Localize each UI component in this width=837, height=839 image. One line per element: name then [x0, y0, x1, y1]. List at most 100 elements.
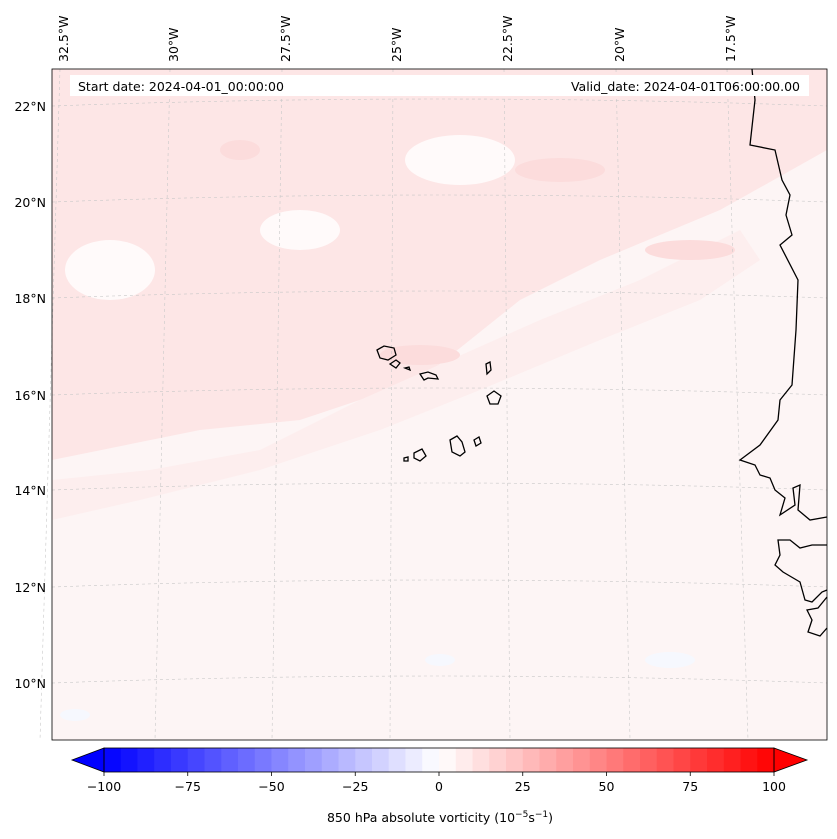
- colorbar-cell: [321, 748, 339, 772]
- map-panel: Start date: 2024-04-01_00:00:00 Valid_da…: [39, 68, 828, 741]
- gridlines: [39, 68, 828, 741]
- colorbar-cell: [221, 748, 239, 772]
- colorbar-extend-min: [70, 747, 105, 773]
- colorbar: −100 −75 −50 −25 0 25 50 75 100 850 hPa absolute…: [70, 747, 809, 825]
- latitude-labels: 22°N 20°N 18°N 16°N 14°N 12°N 10°N: [14, 99, 46, 691]
- colorbar-cell: [455, 748, 473, 772]
- colorbar-cell: [623, 748, 641, 772]
- colorbar-cell: [673, 748, 691, 772]
- weak-positive-patch: [220, 140, 260, 160]
- meridian-gridline: [271, 68, 283, 741]
- lat-label: 12°N: [14, 580, 46, 595]
- meridian-gridline: [615, 68, 631, 741]
- lat-label: 22°N: [14, 99, 46, 114]
- colorbar-cell: [757, 748, 775, 772]
- parallel-gridline: [51, 579, 828, 588]
- colorbar-cell: [120, 748, 138, 772]
- lon-label: 20°W: [612, 27, 627, 62]
- cape-verde-maio: [473, 436, 482, 447]
- parallel-gridline: [51, 290, 828, 299]
- map-frame: [51, 68, 828, 741]
- colorbar-cell: [405, 748, 423, 772]
- colorbar-cell: [506, 748, 524, 772]
- lon-label: 32.5°W: [56, 16, 71, 62]
- lon-label: 25°W: [389, 27, 404, 62]
- colorbar-cell: [238, 748, 256, 772]
- colorbar-cell: [589, 748, 607, 772]
- colorbar-label: 850 hPa absolute vorticity (10−5s−1): [327, 810, 553, 825]
- colorbar-cell: [640, 748, 658, 772]
- meridian-gridline: [726, 68, 749, 741]
- colorbar-cell: [154, 748, 172, 772]
- colorbar-cells: [104, 748, 775, 772]
- colorbar-label-exponent: −1: [535, 810, 548, 820]
- colorbar-cell: [723, 748, 741, 772]
- coastlines: [376, 68, 828, 637]
- colorbar-cell: [422, 748, 440, 772]
- positive-vorticity-band: [52, 69, 827, 460]
- lat-label: 16°N: [14, 388, 46, 403]
- valid-date-label: Valid_date: 2024-04-01T06:00:00.00: [571, 79, 800, 94]
- header-box: [70, 75, 809, 96]
- colorbar-label-end: ): [548, 810, 553, 825]
- colorbar-cell: [439, 748, 457, 772]
- parallel-gridline: [51, 98, 828, 107]
- colorbar-tick-label: −50: [258, 779, 284, 794]
- parallel-gridline: [51, 387, 828, 396]
- lat-label: 10°N: [14, 676, 46, 691]
- colorbar-cell: [489, 748, 507, 772]
- parallel-gridline: [51, 482, 828, 491]
- colorbar-label-unit: s: [528, 810, 535, 825]
- weak-negative-patch: [645, 652, 695, 668]
- meridian-gridline: [154, 68, 171, 741]
- colorbar-cell: [472, 748, 490, 772]
- colorbar-cell: [338, 748, 356, 772]
- weak-negative-patch: [405, 135, 515, 185]
- colorbar-cell: [539, 748, 557, 772]
- colorbar-tick-label: 75: [682, 779, 698, 794]
- weak-positive-patch: [380, 345, 460, 365]
- colorbar-cell: [740, 748, 758, 772]
- lat-label: 14°N: [14, 483, 46, 498]
- cape-verde-fogo: [413, 448, 427, 462]
- africa-coastline: [738, 68, 828, 637]
- cape-verde-brava: [403, 456, 409, 462]
- vorticity-field: [52, 69, 827, 721]
- weak-negative-patch: [65, 240, 155, 300]
- colorbar-tick-label: 0: [435, 779, 443, 794]
- lat-label: 18°N: [14, 291, 46, 306]
- start-date-label: Start date: 2024-04-01_00:00:00: [78, 79, 284, 94]
- colorbar-cell: [606, 748, 624, 772]
- weak-negative-patch: [60, 709, 90, 721]
- lon-label: 17.5°W: [723, 16, 738, 62]
- cape-verde-sal: [485, 361, 492, 376]
- colorbar-cell: [187, 748, 205, 772]
- colorbar-cell: [372, 748, 390, 772]
- parallel-gridline: [51, 194, 828, 203]
- longitude-labels: 32.5°W 30°W 27.5°W 25°W 22.5°W 20°W 17.5…: [56, 16, 738, 62]
- meridian-gridline: [39, 68, 61, 741]
- weak-negative-patch: [260, 210, 340, 250]
- weak-positive-patch: [645, 240, 735, 260]
- colorbar-label-main: 850 hPa absolute vorticity (10: [327, 810, 515, 825]
- lon-label: 30°W: [166, 27, 181, 62]
- colorbar-cell: [288, 748, 306, 772]
- colorbar-cell: [556, 748, 574, 772]
- colorbar-tick-label: −25: [342, 779, 368, 794]
- cape-verde-santiago: [449, 435, 466, 457]
- weak-negative-patch: [425, 654, 455, 666]
- lat-label: 20°N: [14, 195, 46, 210]
- colorbar-cell: [305, 748, 323, 772]
- colorbar-cell: [171, 748, 189, 772]
- weak-positive-patch: [515, 158, 605, 182]
- colorbar-cell: [271, 748, 289, 772]
- colorbar-tick-label: −75: [175, 779, 201, 794]
- colorbar-tick-label: −100: [87, 779, 121, 794]
- lon-label: 22.5°W: [500, 16, 515, 62]
- colorbar-cell: [690, 748, 708, 772]
- colorbar-cell: [573, 748, 591, 772]
- colorbar-ticks: −100 −75 −50 −25 0 25 50 75 100: [87, 772, 786, 794]
- colorbar-tick-label: 25: [515, 779, 531, 794]
- parallel-gridline: [51, 675, 828, 684]
